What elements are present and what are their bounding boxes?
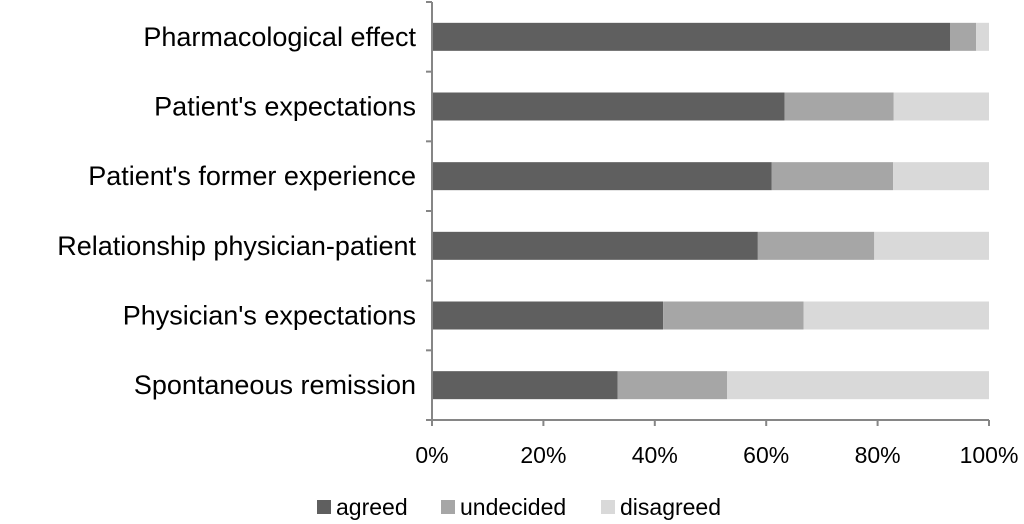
- legend-swatch-disagreed: [601, 500, 615, 514]
- legend-label-undecided: undecided: [460, 494, 566, 520]
- category-label: Relationship physician-patient: [57, 231, 416, 261]
- x-tick-label: 0%: [415, 442, 448, 468]
- category-label: Patient's former experience: [88, 161, 416, 191]
- bar-undecided-6: [617, 371, 728, 400]
- bar-undecided-1: [950, 22, 977, 51]
- bars-group: [432, 22, 989, 400]
- bar-disagreed-5: [803, 301, 989, 330]
- x-tick-label: 60%: [743, 442, 789, 468]
- bar-agreed-6: [432, 371, 618, 400]
- bar-undecided-5: [663, 301, 804, 330]
- bar-undecided-3: [771, 162, 894, 191]
- x-tick-labels: 0% 20% 40% 60% 80% 100%: [415, 442, 1018, 468]
- legend: agreed undecided disagreed: [317, 494, 721, 520]
- bar-undecided-4: [757, 231, 875, 260]
- legend-label-disagreed: disagreed: [620, 494, 721, 520]
- x-tick-label: 40%: [632, 442, 678, 468]
- bar-agreed-1: [432, 22, 951, 51]
- bar-disagreed-4: [874, 231, 989, 260]
- bar-undecided-2: [784, 92, 894, 121]
- bar-disagreed-1: [976, 22, 989, 51]
- category-label: Patient's expectations: [154, 92, 416, 122]
- x-tick-label: 100%: [960, 442, 1019, 468]
- category-label: Physician's expectations: [123, 301, 416, 331]
- bar-agreed-4: [432, 231, 758, 260]
- x-tick-label: 80%: [855, 442, 901, 468]
- legend-label-agreed: agreed: [336, 494, 408, 520]
- bar-agreed-5: [432, 301, 664, 330]
- legend-swatch-undecided: [441, 500, 455, 514]
- category-label: Spontaneous remission: [134, 370, 416, 400]
- bar-agreed-3: [432, 162, 772, 191]
- bar-disagreed-3: [893, 162, 989, 191]
- bar-disagreed-2: [893, 92, 989, 121]
- x-tick-label: 20%: [520, 442, 566, 468]
- bar-disagreed-6: [727, 371, 989, 400]
- bar-agreed-2: [432, 92, 785, 121]
- legend-swatch-agreed: [317, 500, 331, 514]
- axes-group: [426, 1, 990, 426]
- category-label: Pharmacological effect: [143, 22, 416, 52]
- category-labels: Pharmacological effect Patient's expectat…: [57, 22, 416, 400]
